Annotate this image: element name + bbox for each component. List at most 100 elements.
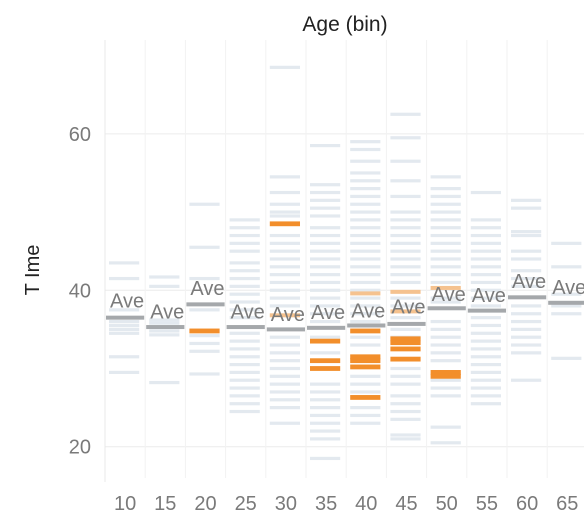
strip-mark-50: [430, 202, 461, 206]
strip-mark-50: [430, 425, 461, 429]
highlight-mark-40: [350, 358, 381, 364]
strip-mark-30: [269, 241, 300, 245]
strip-mark-25: [229, 292, 260, 296]
strip-mark-55: [470, 394, 501, 398]
strip-mark-45: [390, 366, 421, 371]
strip-mark-55: [470, 402, 501, 406]
strip-mark-50: [430, 300, 461, 304]
strip-mark-60: [511, 284, 542, 288]
strip-mark-25: [229, 269, 260, 273]
strip-mark-50: [430, 319, 461, 324]
strip-mark-35: [310, 183, 341, 187]
strips: Ave Ave Ave Ave Ave Ave Ave Ave Ave Ave Ave Ave: [106, 65, 584, 461]
strip-mark-15: [149, 318, 180, 322]
axes: 20 40 60 10 15 20 25 30 35 40 45 50 55 60 65: [69, 124, 579, 515]
strip-mark-30: [269, 421, 300, 425]
strip-mark-10: [109, 355, 140, 359]
strip-mark-50: [430, 394, 461, 398]
strip-mark-50: [430, 359, 461, 363]
strip-mark-25: [229, 339, 260, 343]
strip-mark-20: [189, 334, 220, 338]
strip-mark-35: [310, 312, 341, 316]
strip-mark-35: [310, 351, 341, 355]
strip-mark-65: [551, 292, 582, 296]
strip-mark-25: [229, 355, 260, 359]
strip-mark-65: [551, 356, 582, 360]
strip-mark-55: [470, 288, 501, 292]
strip-mark-30: [269, 366, 300, 371]
average-line-45: [387, 321, 426, 326]
strip-mark-55: [470, 233, 501, 238]
strip-mark-30: [269, 175, 300, 179]
strip-mark-15: [149, 275, 180, 279]
strip-mark-15: [149, 380, 180, 385]
strip-mark-60: [511, 312, 542, 316]
strip-mark-35: [310, 406, 341, 410]
strip-mark-25: [229, 261, 260, 265]
highlight-mark-50: [430, 373, 461, 379]
strip-mark-45: [390, 112, 421, 116]
strip-mark-65: [551, 265, 582, 269]
strip-mark-40: [350, 374, 381, 378]
highlight-mark-20: [189, 328, 220, 334]
average-label-35: Ave: [311, 302, 345, 324]
strip-mark-30: [269, 280, 300, 285]
strip-mark-35: [310, 241, 341, 245]
strip-mark-40: [350, 304, 381, 308]
strip-mark-35: [310, 437, 341, 441]
x-tick-50: 50: [436, 493, 458, 515]
strip-mark-40: [350, 273, 381, 277]
strip-mark-40: [350, 312, 381, 316]
strip-mark-50: [430, 343, 461, 347]
strip-mark-25: [229, 218, 260, 222]
strip-mark-65: [551, 304, 582, 308]
strip-mark-55: [470, 249, 501, 253]
strip-mark-30: [269, 382, 300, 386]
strip-mark-35: [310, 265, 341, 269]
strip-mark-10: [109, 323, 140, 328]
x-tick-65: 65: [556, 493, 578, 515]
strip-mark-30: [269, 202, 300, 206]
strip-mark-40: [350, 171, 381, 175]
strip-mark-25: [229, 386, 260, 390]
average-line-40: [347, 323, 386, 328]
strip-mark-45: [390, 304, 421, 308]
strip-mark-35: [310, 382, 341, 386]
strip-mark-25: [229, 370, 260, 375]
strip-mark-10: [109, 276, 140, 281]
strip-mark-50: [430, 296, 461, 300]
strip-mark-50: [430, 257, 461, 261]
strip-mark-35: [310, 190, 341, 195]
strip-mark-45: [390, 316, 421, 320]
average-line-25: [226, 325, 265, 330]
strip-mark-55: [470, 362, 501, 367]
grid: [104, 40, 584, 482]
average-label-20: Ave: [190, 278, 224, 300]
x-tick-35: 35: [315, 493, 337, 515]
strip-mark-45: [390, 280, 421, 285]
strip-mark-35: [310, 421, 341, 425]
x-tick-20: 20: [194, 493, 216, 515]
strip-mark-25: [229, 241, 260, 245]
highlight-light-mark-45: [390, 309, 421, 314]
average-line-50: [427, 306, 466, 311]
strip-mark-45: [390, 433, 421, 437]
strip-mark-45: [390, 296, 421, 300]
strip-mark-50: [430, 218, 461, 222]
average-label-65: Ave: [552, 277, 584, 299]
strip-mark-40: [350, 288, 381, 292]
strip-mark-45: [390, 241, 421, 245]
strip-mark-30: [269, 374, 300, 378]
average-label-15: Ave: [150, 301, 184, 323]
strip-mark-45: [390, 218, 421, 222]
strip-mark-40: [350, 218, 381, 222]
strip-mark-55: [470, 241, 501, 245]
strip-mark-20: [189, 341, 220, 346]
strip-mark-35: [310, 257, 341, 261]
strip-mark-35: [310, 280, 341, 285]
strip-mark-60: [511, 269, 542, 273]
strip-mark-40: [350, 202, 381, 206]
strip-mark-30: [269, 296, 300, 300]
strip-mark-35: [310, 143, 341, 148]
strip-mark-60: [511, 276, 542, 281]
